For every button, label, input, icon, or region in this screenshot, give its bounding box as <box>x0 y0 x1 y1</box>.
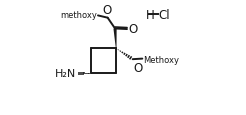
Text: Cl: Cl <box>159 9 170 22</box>
Text: O: O <box>133 62 142 75</box>
Text: H₂N: H₂N <box>55 69 77 78</box>
Text: Methoxy: Methoxy <box>143 55 179 64</box>
Text: H: H <box>146 9 154 22</box>
Text: O: O <box>129 23 138 36</box>
Text: O: O <box>103 4 112 17</box>
Text: methoxy: methoxy <box>61 11 97 20</box>
Polygon shape <box>113 29 117 49</box>
